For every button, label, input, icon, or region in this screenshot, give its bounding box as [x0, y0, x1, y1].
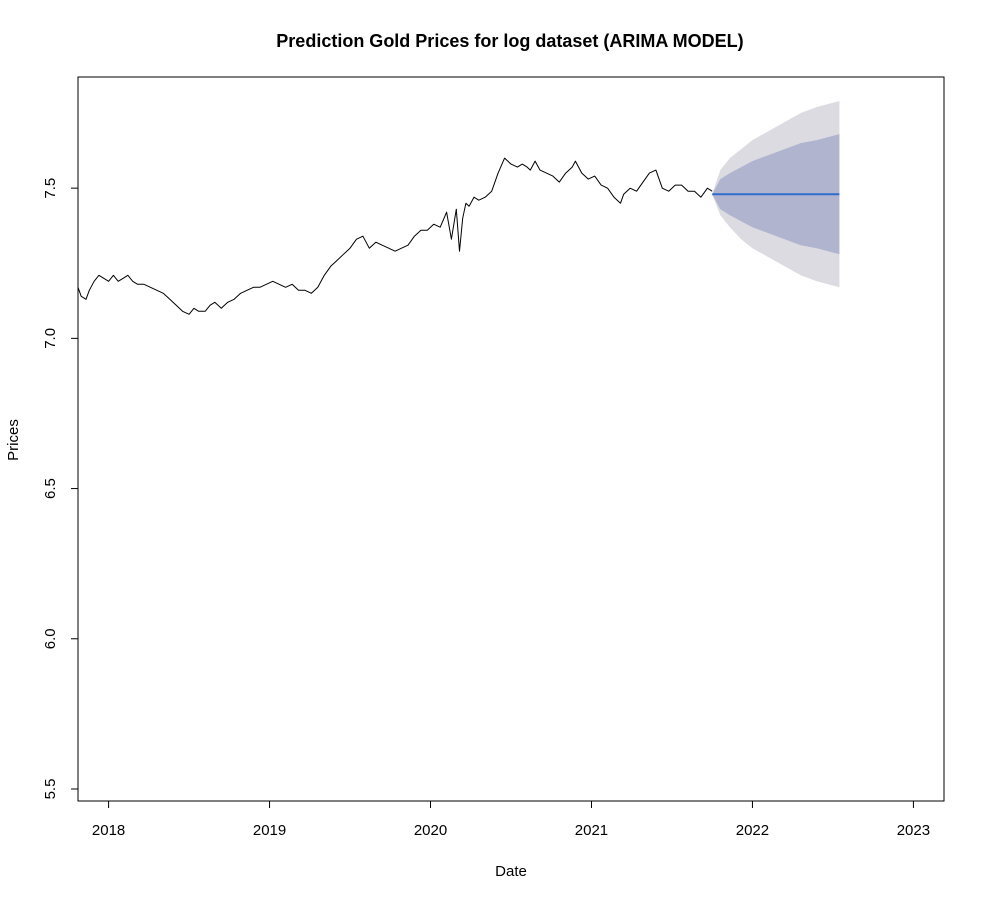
x-tick-label: 2023 — [897, 822, 930, 839]
x-tick-label: 2018 — [92, 822, 125, 839]
x-tick-label: 2019 — [253, 822, 286, 839]
y-tick-label: 7.0 — [42, 328, 59, 349]
x-tick-label: 2022 — [736, 822, 769, 839]
chart-title: Prediction Gold Prices for log dataset (… — [276, 31, 743, 51]
series-line-history — [77, 157, 713, 315]
x-axis: 2018 2019 2020 2021 2022 2023 — [92, 800, 930, 839]
y-tick-label: 6.5 — [42, 478, 59, 499]
y-tick-label: 7.5 — [42, 178, 59, 199]
x-tick-label: 2020 — [414, 822, 447, 839]
series-lines — [77, 157, 840, 315]
y-axis-label: Prices — [5, 419, 22, 461]
y-tick-label: 5.5 — [42, 779, 59, 800]
x-axis-label: Date — [495, 863, 527, 880]
y-tick-label: 6.0 — [42, 628, 59, 649]
y-axis: 5.5 6.0 6.5 7.0 7.5 — [42, 178, 79, 800]
x-tick-label: 2021 — [575, 822, 608, 839]
